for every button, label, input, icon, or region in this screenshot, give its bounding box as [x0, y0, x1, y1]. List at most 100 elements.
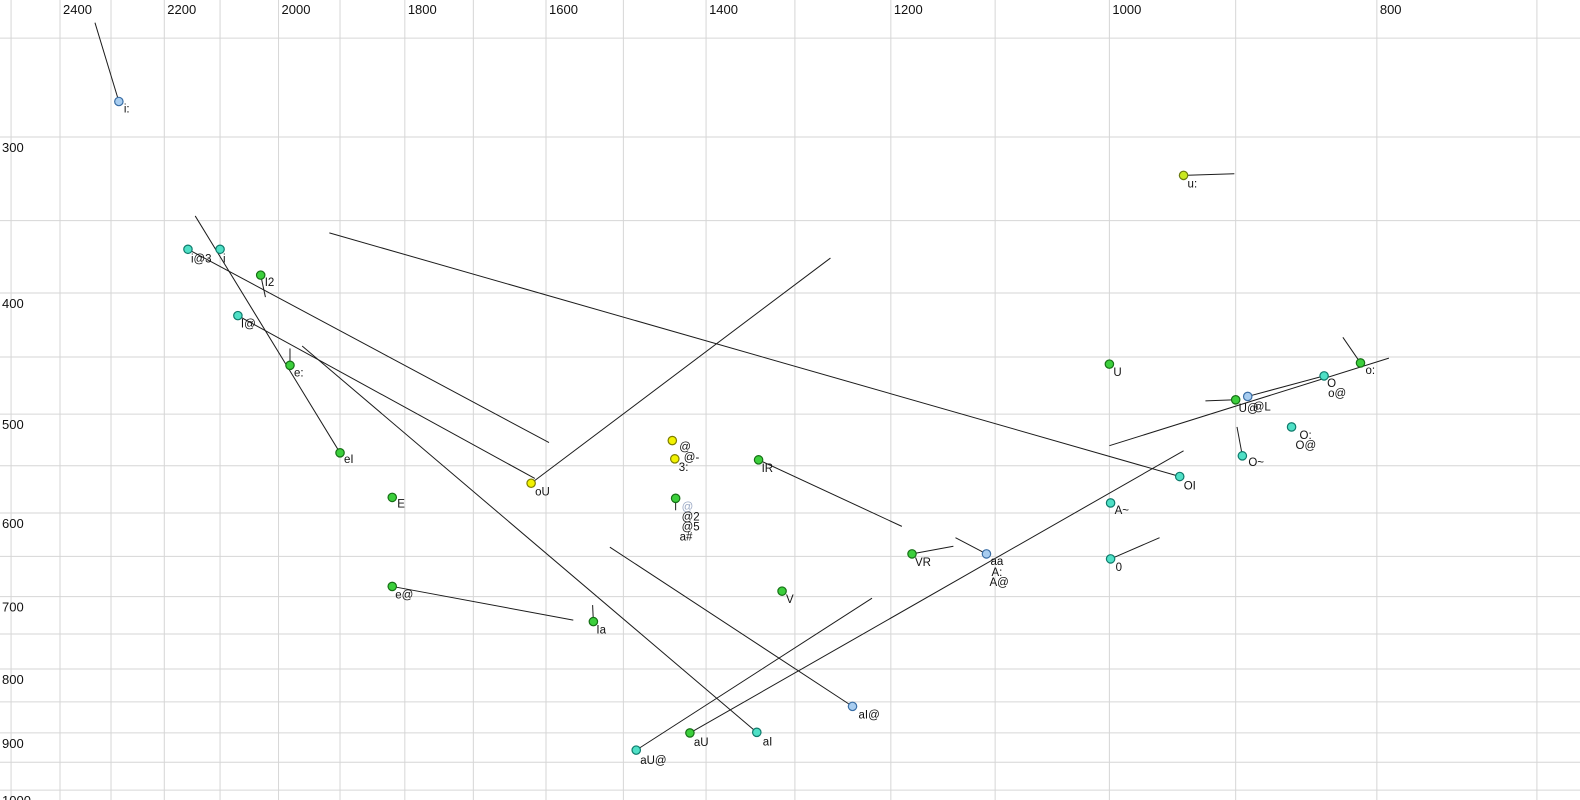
vowel-point-VR[interactable] — [907, 549, 917, 559]
vowel-tail-aI — [301, 345, 758, 733]
vowel-tail-e@ — [392, 585, 574, 621]
vowel-tail-0 — [1110, 537, 1160, 560]
vowel-tail-eI — [194, 215, 341, 454]
y-axis-tick-label: 400 — [2, 296, 24, 311]
vowel-tail-i: — [94, 22, 120, 102]
vowel-label-O: o@ — [1328, 388, 1346, 400]
vowel-tail-aU — [689, 450, 1184, 734]
vowel-point-e@[interactable] — [387, 581, 398, 592]
x-axis-tick-label: 1400 — [709, 2, 738, 17]
vowel-point-eI[interactable] — [335, 448, 345, 458]
vowel-tail-aU@ — [635, 597, 873, 751]
vowel-point-aI[interactable] — [751, 727, 762, 738]
vowel-label-aU@: aU@ — [640, 755, 666, 767]
vowel-point-@-[interactable] — [670, 454, 680, 464]
vowel-tail-VR — [911, 545, 954, 555]
x-axis-tick-label: 1600 — [549, 2, 578, 17]
vowel-point-@2[interactable] — [670, 493, 681, 504]
vowel-tail-OI — [329, 232, 1180, 478]
vowel-tail-U@ — [1205, 399, 1236, 402]
vowel-point-@[interactable] — [667, 435, 678, 446]
vowel-label-o:: o: — [1365, 365, 1375, 377]
vowel-label-@2: @5 — [682, 521, 700, 533]
vowel-point-aU@[interactable] — [631, 745, 642, 755]
vowel-label-E: E — [397, 498, 405, 510]
vowel-label-O:: O@ — [1296, 440, 1317, 452]
vowel-label-i@3: i@3 — [191, 253, 212, 265]
vowel-point-e:[interactable] — [285, 360, 295, 371]
vowel-label-eI: eI — [344, 454, 354, 466]
vowel-tail-aI@ — [609, 546, 853, 707]
vowel-label-@2: a# — [680, 531, 693, 543]
vowel-label-A~: A~ — [1115, 505, 1130, 517]
vowel-label-e:: e: — [294, 367, 304, 379]
vowel-label-aa: A: — [991, 567, 1002, 579]
vowel-label-aa: A@ — [989, 577, 1008, 589]
vowel-label-@: @ — [679, 442, 691, 454]
vowel-point-U@[interactable] — [1230, 394, 1241, 405]
vowel-label-0: 0 — [1116, 562, 1122, 574]
y-axis-tick-label: 900 — [2, 736, 24, 751]
vowel-tail-o: — [1342, 337, 1361, 364]
x-axis-tick-label: 2000 — [282, 2, 311, 17]
vowel-point-i@3[interactable] — [183, 244, 193, 255]
vowel-label-I@: I@ — [241, 319, 256, 331]
vowel-point-I2[interactable] — [255, 270, 266, 280]
vowel-label-O~: O~ — [1248, 457, 1264, 469]
vowel-point-o:[interactable] — [1355, 358, 1366, 368]
vowel-point-E[interactable] — [387, 492, 398, 503]
vowel-point-U[interactable] — [1104, 359, 1115, 369]
vowel-label-I2: I2 — [265, 277, 275, 289]
vowel-label-aI: aI — [763, 736, 773, 748]
vowel-tail-@L — [1247, 375, 1325, 397]
vowel-point-aa[interactable] — [981, 549, 992, 559]
vowel-label-VR: VR — [915, 557, 931, 569]
x-axis-tick-label: 2400 — [63, 2, 92, 17]
vowel-label-aU: aU — [694, 737, 709, 749]
vowel-tail-O~ — [1236, 426, 1243, 456]
vowel-point-O~[interactable] — [1237, 451, 1248, 461]
x-axis-tick-label: 1800 — [408, 2, 437, 17]
vowel-label-Ia: Ia — [596, 625, 606, 637]
vowel-label-OI: OI — [1184, 481, 1196, 493]
vowel-point-i[interactable] — [215, 244, 225, 255]
vowel-point-O:[interactable] — [1286, 422, 1297, 432]
vowel-label-i:: i: — [124, 104, 130, 116]
vowel-point-aU[interactable] — [685, 728, 695, 738]
vowel-label-O: O — [1327, 378, 1336, 390]
o-long-trajectory — [1109, 357, 1390, 447]
vowel-point-V[interactable] — [777, 586, 787, 596]
vowel-point-@L[interactable] — [1242, 391, 1253, 402]
vowel-point-A~[interactable] — [1105, 498, 1116, 508]
vowel-point-i:[interactable] — [114, 96, 124, 107]
vowel-label-@-: @- — [684, 452, 700, 464]
vowel-tail-aa — [955, 537, 987, 555]
vowel-point-I@[interactable] — [233, 310, 243, 321]
y-axis-tick-label: 800 — [2, 672, 24, 687]
vowel-label-V: V — [786, 594, 794, 606]
vowel-point-aI@[interactable] — [847, 701, 858, 712]
vowel-label-aI@: aI@ — [859, 709, 880, 721]
x-axis-tick-label: 800 — [1380, 2, 1402, 17]
vowel-point-OI[interactable] — [1174, 471, 1185, 482]
x-axis-tick-label: 1200 — [894, 2, 923, 17]
vowel-label-@-: 3: — [679, 462, 689, 474]
y-axis-tick-label: 1000 — [2, 793, 31, 800]
vowel-label-O:: O: — [1300, 430, 1312, 442]
vowel-point-O[interactable] — [1319, 371, 1329, 381]
vowel-label-oU: oU — [535, 486, 550, 498]
vowel-label-e@: e@ — [395, 589, 413, 601]
vowel-label-U@: U@ — [1239, 403, 1259, 415]
vowel-point-Ia[interactable] — [588, 616, 599, 627]
vowel-point-oU[interactable] — [526, 478, 536, 489]
x-axis-tick-label: 1000 — [1112, 2, 1141, 17]
vowel-label-@2: @ — [682, 501, 694, 513]
vowel-point-u:[interactable] — [1178, 170, 1189, 181]
vowel-point-IR[interactable] — [753, 455, 764, 465]
y-axis-tick-label: 600 — [2, 516, 24, 531]
vowel-label-@2: @2 — [682, 511, 700, 523]
vowel-label-i: i — [223, 253, 226, 265]
vowel-point-0[interactable] — [1105, 554, 1116, 564]
vowel-tail-u: — [1183, 173, 1235, 176]
